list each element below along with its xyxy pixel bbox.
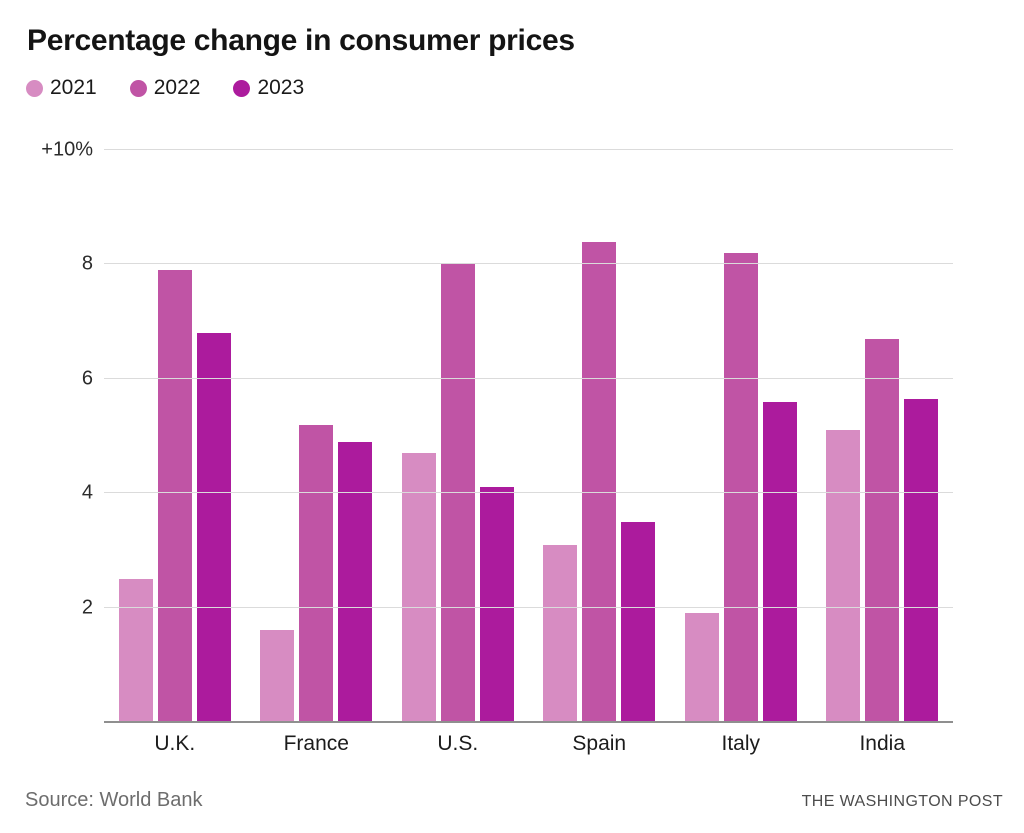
legend-label-2022: 2022 bbox=[153, 76, 201, 99]
x-axis-label-uk: U.K. bbox=[154, 732, 196, 755]
y-tick-label-2: 2 bbox=[81, 596, 93, 619]
legend-dot-2022 bbox=[129, 79, 147, 97]
bar-2022-uk bbox=[157, 270, 192, 722]
legend-label-2021: 2021 bbox=[50, 76, 97, 99]
bar-group-spain bbox=[529, 150, 671, 722]
bar-2023-us bbox=[479, 487, 514, 722]
legend-item-2021: 2021 bbox=[26, 76, 97, 100]
x-axis-label-italy: Italy bbox=[721, 732, 760, 755]
bar-2021-uk bbox=[118, 579, 153, 722]
bar-group-us bbox=[387, 150, 529, 722]
source-note: Source: World Bank bbox=[25, 789, 203, 811]
y-tick-label-8: 8 bbox=[81, 252, 93, 275]
bar-2021-india bbox=[826, 430, 861, 722]
bar-2023-india bbox=[904, 398, 939, 722]
legend-item-2023: 2023 bbox=[233, 76, 304, 100]
x-axis-label-india: India bbox=[859, 732, 906, 755]
bar-group-uk bbox=[104, 150, 246, 722]
x-axis-label-spain: Spain bbox=[572, 732, 627, 755]
legend-dot-2021 bbox=[26, 79, 43, 97]
plot-area: 2 4 6 8 +10% bbox=[41, 139, 953, 723]
bar-2022-spain bbox=[582, 241, 617, 722]
legend-label-2023: 2023 bbox=[257, 76, 305, 99]
gridline-8 bbox=[104, 263, 953, 265]
bar-2021-spain bbox=[543, 544, 578, 722]
bar-group-france bbox=[246, 150, 388, 722]
bar-2022-us bbox=[440, 264, 475, 722]
y-tick-label-6: 6 bbox=[81, 367, 93, 390]
bar-group-italy bbox=[670, 150, 812, 722]
gridline-6 bbox=[104, 377, 953, 379]
bar-2021-italy bbox=[684, 613, 719, 722]
chart-title: Percentage change in consumer prices bbox=[27, 24, 575, 57]
bar-2022-france bbox=[299, 424, 334, 722]
publisher-wordmark: THE WASHINGTON POST bbox=[801, 793, 1003, 810]
bar-2022-italy bbox=[723, 252, 758, 722]
x-axis-label-us: U.S. bbox=[437, 732, 479, 755]
legend-item-2022: 2022 bbox=[129, 76, 201, 100]
gridline-4 bbox=[104, 492, 953, 494]
x-axis-label-france: France bbox=[283, 732, 349, 755]
y-tick-label-4: 4 bbox=[81, 481, 93, 504]
bar-2022-india bbox=[865, 338, 900, 722]
gridline-2 bbox=[104, 606, 953, 608]
x-axis-labels: U.K. France U.S. Spain Italy India bbox=[104, 732, 953, 756]
bar-2021-france bbox=[260, 630, 295, 722]
bar-2023-spain bbox=[621, 521, 656, 722]
bar-2023-italy bbox=[762, 401, 797, 722]
bar-2021-us bbox=[401, 453, 436, 722]
x-axis-line bbox=[104, 721, 953, 723]
legend-dot-2023 bbox=[233, 79, 251, 97]
bar-group-india bbox=[812, 150, 954, 722]
bar-2023-uk bbox=[196, 333, 231, 722]
legend: 2021 2022 2023 bbox=[26, 76, 304, 100]
bar-2023-france bbox=[338, 441, 373, 722]
bar-groups bbox=[104, 150, 953, 722]
gridline-10 bbox=[104, 149, 953, 150]
y-tick-label-10: +10% bbox=[41, 138, 93, 161]
